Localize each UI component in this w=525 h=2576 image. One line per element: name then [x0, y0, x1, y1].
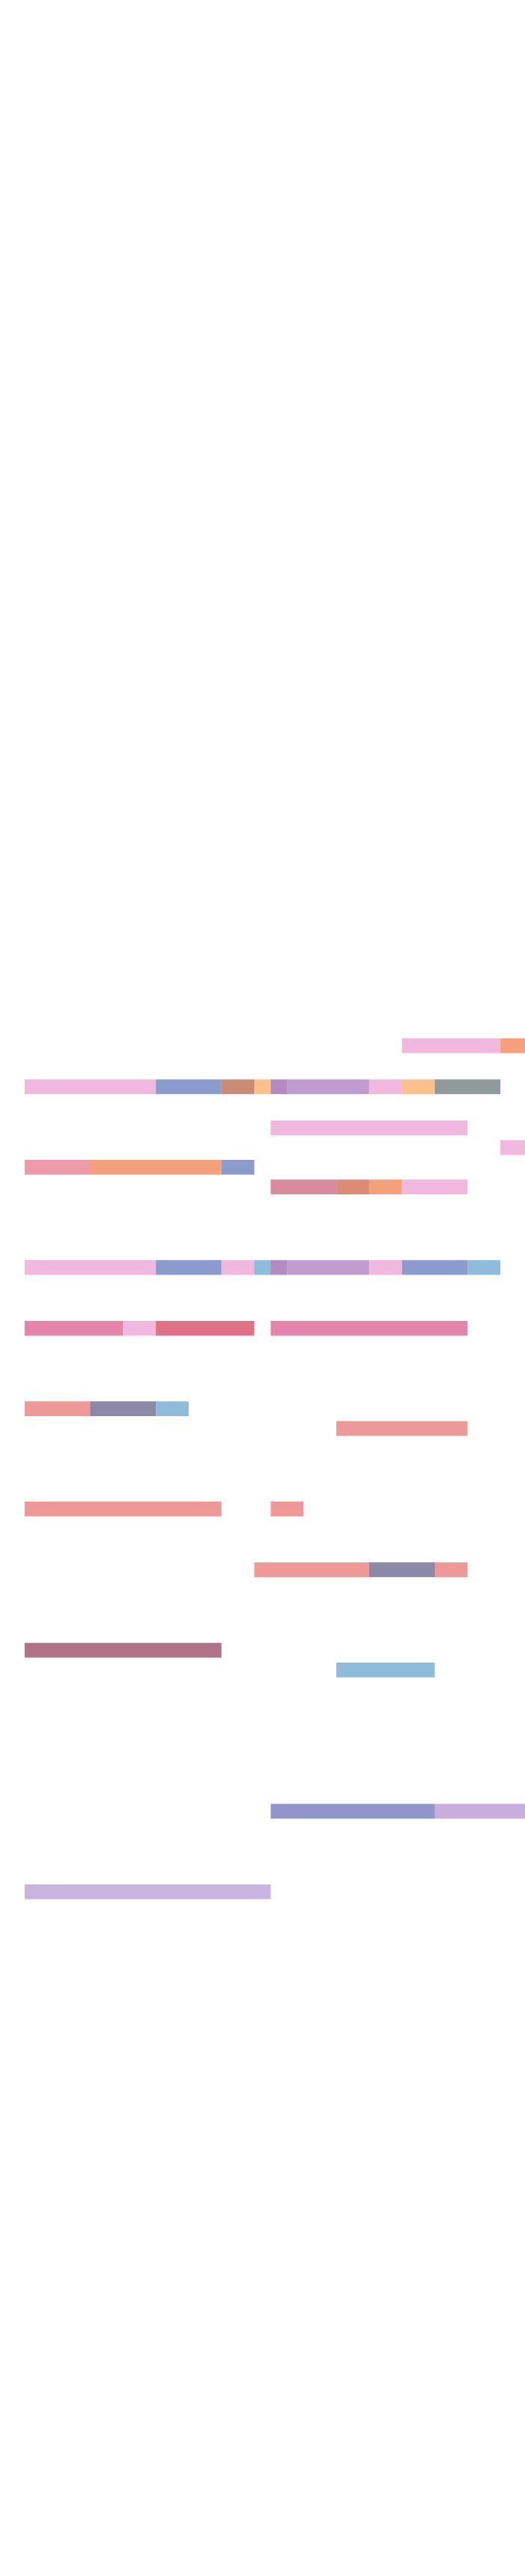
segment — [270, 1502, 304, 1517]
segment — [287, 1260, 369, 1275]
segment — [336, 1421, 468, 1436]
segment — [254, 1260, 271, 1275]
segment — [156, 1401, 189, 1417]
segment — [401, 1038, 501, 1053]
segment — [287, 1079, 369, 1095]
segment — [270, 1320, 468, 1336]
segment — [467, 1260, 501, 1275]
row — [24, 1401, 189, 1417]
segment — [434, 1803, 525, 1819]
segment — [500, 1038, 525, 1053]
segment — [434, 1079, 501, 1095]
segment — [156, 1260, 222, 1275]
segment — [24, 1642, 222, 1658]
segment — [156, 1079, 222, 1095]
segment — [24, 1260, 157, 1275]
segment — [221, 1079, 255, 1095]
segment — [221, 1260, 255, 1275]
row — [270, 1179, 468, 1195]
row — [24, 1502, 304, 1517]
row — [24, 1159, 255, 1175]
segment — [270, 1260, 288, 1275]
row — [24, 1260, 501, 1275]
segment — [368, 1179, 402, 1195]
row — [270, 1803, 525, 1819]
segment — [24, 1320, 124, 1336]
segment — [401, 1079, 435, 1095]
segment — [368, 1260, 402, 1275]
segment — [336, 1662, 435, 1678]
segment — [401, 1179, 468, 1195]
segment — [270, 1179, 337, 1195]
segment — [24, 1502, 222, 1517]
segment — [270, 1079, 288, 1095]
segment — [336, 1179, 369, 1195]
segment — [401, 1260, 468, 1275]
segment — [221, 1159, 255, 1175]
row — [401, 1038, 525, 1053]
segment — [90, 1159, 222, 1175]
segment — [270, 1803, 435, 1819]
row — [254, 1562, 468, 1577]
segment — [24, 1159, 91, 1175]
segment — [90, 1401, 157, 1417]
row — [24, 1320, 468, 1336]
segment — [368, 1562, 435, 1577]
segment — [368, 1079, 402, 1095]
segment — [254, 1079, 271, 1095]
row — [24, 1079, 501, 1095]
segment — [500, 1140, 525, 1155]
segment — [24, 1401, 91, 1417]
segment — [434, 1562, 468, 1577]
segment — [270, 1120, 468, 1136]
segment — [254, 1562, 369, 1577]
segment — [24, 1884, 271, 1899]
segment — [156, 1320, 255, 1336]
segment — [123, 1320, 157, 1336]
segment — [24, 1079, 157, 1095]
